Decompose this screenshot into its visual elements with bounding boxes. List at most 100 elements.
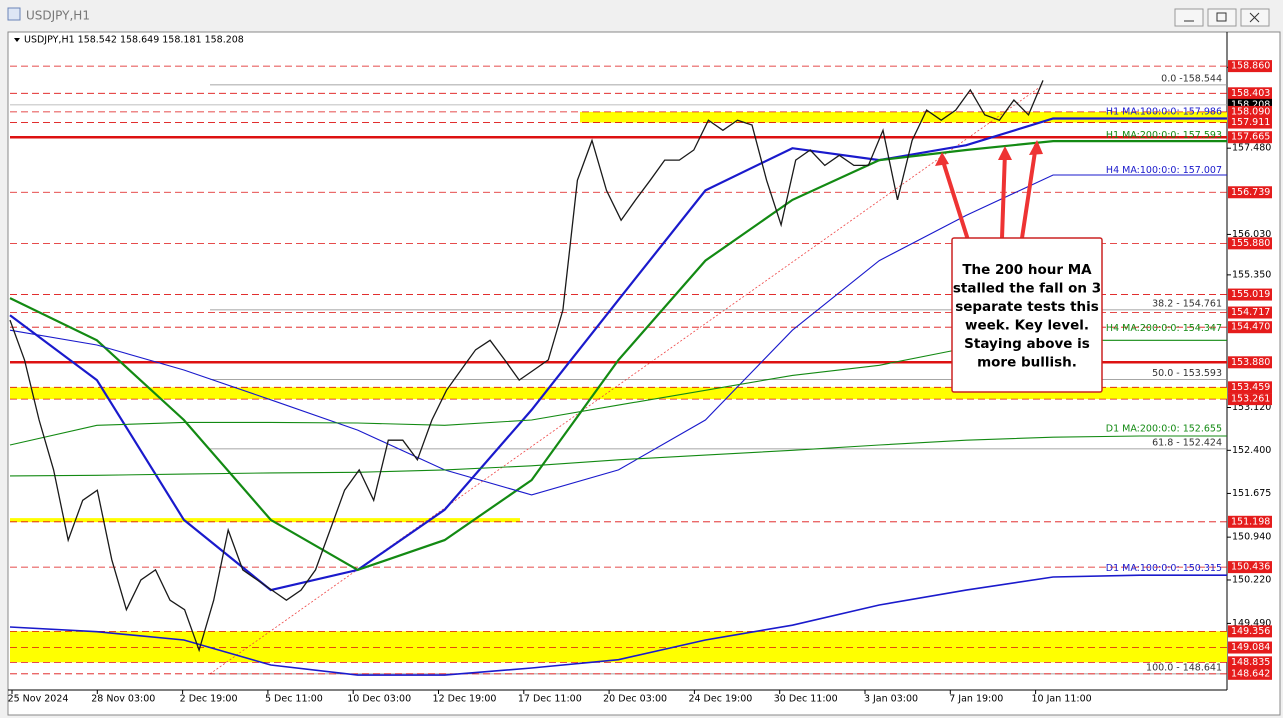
- x-tick-label: 28 Nov 03:00: [91, 694, 155, 705]
- ma-label: D1 MA:200:0:0: 152.655: [1106, 424, 1222, 435]
- level-label: 157.665: [1231, 132, 1270, 143]
- level-label: 158.860: [1231, 61, 1270, 72]
- level-tag: [1228, 116, 1272, 129]
- level-tag: [1228, 561, 1272, 574]
- level-tag: [1228, 237, 1272, 250]
- dropdown-icon[interactable]: [14, 38, 20, 42]
- level-label: 149.356: [1231, 626, 1270, 637]
- level-label: 154.717: [1231, 307, 1270, 318]
- level-tag: [1228, 105, 1272, 118]
- fib-label: 100.0 - 148.641: [1146, 662, 1222, 673]
- level-tag: [1228, 667, 1272, 680]
- fib-label: 38.2 - 154.761: [1152, 298, 1222, 309]
- ma-label: H1 MA:100:0:0: 157.986: [1106, 107, 1222, 118]
- level-tag: [1228, 306, 1272, 319]
- annotation-box: [951, 237, 1103, 393]
- y-tick-label: 149.490: [1232, 618, 1271, 629]
- level-label: 153.880: [1231, 357, 1270, 368]
- ma-label: D1 MA:100:0:0: 150.315: [1106, 563, 1222, 574]
- level-label: 151.198: [1231, 516, 1270, 527]
- level-tag: [1228, 393, 1272, 406]
- level-tag: [1228, 656, 1272, 669]
- annotation-line: week. Key level.: [965, 318, 1089, 334]
- level-tag: [1228, 381, 1272, 394]
- level-label: 148.835: [1231, 657, 1270, 668]
- window-icon: [7, 7, 21, 21]
- x-tick-label: 10 Jan 11:00: [1032, 694, 1092, 705]
- x-tick-label: 5 Dec 11:00: [265, 694, 323, 705]
- level-tag: [1228, 288, 1272, 301]
- x-tick-label: 24 Dec 19:00: [688, 694, 752, 705]
- level-label: 155.019: [1231, 289, 1270, 300]
- price-line: [9, 80, 1044, 653]
- level-tag: [1228, 131, 1272, 144]
- level-tag: [1228, 87, 1272, 100]
- level-tag: [1228, 625, 1272, 638]
- window-buttons: [1174, 8, 1270, 27]
- annotation-text: The 200 hour MA stalled the fall on 3 sepa…: [953, 262, 1101, 371]
- level-tag: [1228, 515, 1272, 528]
- ma-label: H1 MA:200:0:0: 157.593: [1106, 130, 1222, 141]
- level-label: 155.880: [1231, 238, 1270, 249]
- annotation-line: Staying above is: [964, 336, 1090, 352]
- level-tag: [1228, 186, 1272, 199]
- x-tick-label: 20 Dec 03:00: [603, 694, 667, 705]
- annotation-line: more bullish.: [977, 355, 1077, 371]
- y-tick-label: 150.220: [1232, 574, 1271, 585]
- moving-average: [9, 140, 1227, 572]
- y-tick-label: 156.030: [1232, 229, 1271, 240]
- annotation-line: The 200 hour MA: [962, 262, 1092, 278]
- level-label: 157.911: [1231, 117, 1270, 128]
- support-zone: [10, 631, 1227, 663]
- level-label: 158.090: [1231, 106, 1270, 117]
- window-title: USDJPY,H1: [26, 9, 90, 23]
- x-tick-label: 7 Jan 19:00: [949, 694, 1003, 705]
- fib-label: 50.0 - 153.593: [1152, 368, 1222, 379]
- annotation-line: stalled the fall on 3: [953, 281, 1101, 297]
- y-tick-label: 155.350: [1232, 269, 1271, 280]
- level-tag: [1228, 321, 1272, 334]
- x-tick-label: 30 Dec 11:00: [774, 694, 838, 705]
- level-label: 150.436: [1231, 562, 1270, 573]
- fib-label: 61.8 - 152.424: [1152, 437, 1222, 448]
- y-tick-label: 153.120: [1232, 402, 1271, 413]
- ma-label: H4 MA:100:0:0: 157.007: [1106, 165, 1222, 176]
- minimize-button[interactable]: [1174, 8, 1204, 27]
- level-label: 149.084: [1231, 642, 1270, 653]
- x-tick-label: 3 Jan 03:00: [864, 694, 918, 705]
- level-tag: [1228, 641, 1272, 654]
- level-tag: [1228, 60, 1272, 73]
- close-icon: [1249, 12, 1260, 23]
- symbol-info: USDJPY,H1 158.542 158.649 158.181 158.20…: [24, 35, 244, 46]
- y-tick-label: 150.940: [1232, 532, 1271, 543]
- x-tick-label: 17 Dec 11:00: [518, 694, 582, 705]
- level-label: 156.739: [1231, 187, 1270, 198]
- fib-label: 0.0 -158.544: [1161, 73, 1222, 84]
- maximize-button[interactable]: [1207, 8, 1237, 27]
- x-tick-label: 10 Dec 03:00: [347, 694, 411, 705]
- level-tag: [1228, 356, 1272, 369]
- arrow-heads: [935, 140, 1043, 166]
- support-zone: [10, 387, 1227, 400]
- x-tick-label: 25 Nov 2024: [8, 694, 69, 705]
- moving-average: [9, 435, 1227, 477]
- moving-average: [9, 574, 1227, 676]
- level-label: 148.642: [1231, 668, 1270, 679]
- moving-average: [9, 117, 1227, 592]
- x-tick-label: 2 Dec 19:00: [180, 694, 238, 705]
- level-label: 153.459: [1231, 382, 1270, 393]
- y-tick-label: 157.480: [1232, 143, 1271, 154]
- support-zone: [580, 111, 1227, 123]
- y-tick-label: 152.400: [1232, 445, 1271, 456]
- annotation-arrows: [940, 144, 1038, 241]
- maximize-icon: [1216, 12, 1227, 22]
- x-tick-label: 12 Dec 19:00: [433, 694, 497, 705]
- level-label: 154.470: [1231, 322, 1270, 333]
- annotation-line: separate tests this: [955, 299, 1099, 315]
- y-tick-label: 151.675: [1232, 488, 1271, 499]
- annotation: The 200 hour MA stalled the fall on 3 sepa…: [935, 140, 1103, 393]
- level-label: 158.208: [1231, 99, 1270, 110]
- level-label: 158.403: [1231, 88, 1270, 99]
- ma-label: H4 MA:200:0:0: 154.347: [1106, 323, 1222, 334]
